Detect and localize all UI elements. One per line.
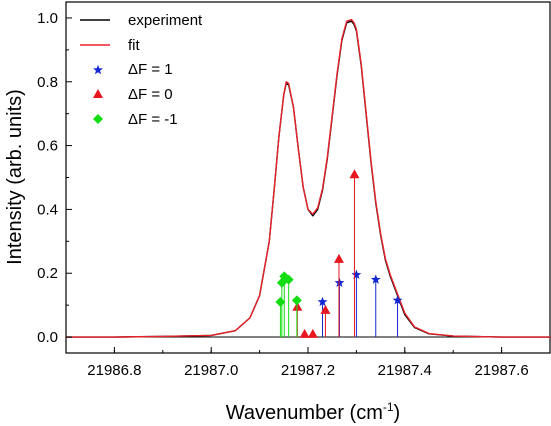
marker-df-minus1 bbox=[275, 296, 286, 307]
x-tick-label: 21986.8 bbox=[87, 362, 141, 379]
marker-df-minus1 bbox=[283, 274, 294, 285]
x-tick-label: 21987.0 bbox=[184, 362, 238, 379]
legend-label-df-0: ΔF = 0 bbox=[128, 86, 173, 103]
marker-dfminus1 bbox=[370, 274, 381, 284]
y-tick-label: 0.8 bbox=[37, 74, 58, 91]
legend-marker-dfminus1 bbox=[93, 64, 103, 75]
legend: experiment fit ΔF = 1 ΔF = 0 ΔF = -1 bbox=[80, 12, 203, 128]
plot-frame bbox=[65, 1, 551, 354]
marker-df-0 bbox=[307, 328, 318, 338]
y-tick-label: 0.0 bbox=[37, 329, 58, 346]
marker-dfminus1 bbox=[317, 296, 328, 307]
marker-df-minus1 bbox=[291, 295, 302, 306]
x-tick-label: 21987.2 bbox=[281, 362, 335, 379]
y-tick-label: 1.0 bbox=[37, 10, 58, 27]
y-tick-label: 0.2 bbox=[37, 265, 58, 282]
marker-df-0 bbox=[333, 253, 344, 263]
series-line-fit bbox=[66, 18, 550, 338]
x-tick-label: 21987.4 bbox=[378, 362, 432, 379]
y-axis-title: Intensity (arb. units) bbox=[4, 89, 26, 265]
x-axis-title: Wavenumber (cm-1) bbox=[226, 400, 400, 424]
legend-marker-df-0 bbox=[93, 89, 103, 98]
x-tick-label: 21987.6 bbox=[474, 362, 528, 379]
y-tick-label: 0.4 bbox=[37, 201, 58, 218]
legend-marker-df-minus1 bbox=[93, 114, 103, 124]
legend-label-fit: fit bbox=[128, 37, 141, 54]
y-tick-label: 0.6 bbox=[37, 138, 58, 155]
legend-label-experiment: experiment bbox=[128, 12, 203, 29]
marker-df-0 bbox=[320, 304, 331, 314]
marker-dfminus1 bbox=[392, 295, 403, 305]
marker-df-0 bbox=[349, 169, 360, 179]
marker-dfminus1 bbox=[351, 269, 362, 280]
legend-label-df-minus1: ΔF = -1 bbox=[128, 111, 178, 128]
marker-df-0 bbox=[299, 328, 310, 338]
legend-label-df-plus1: ΔF = 1 bbox=[128, 61, 173, 78]
